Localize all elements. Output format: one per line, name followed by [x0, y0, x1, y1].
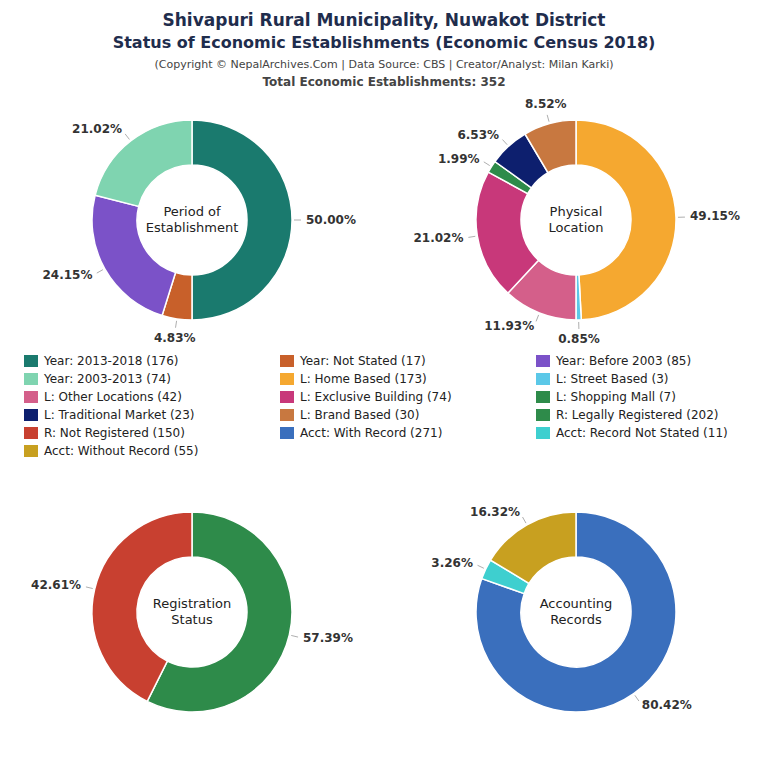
background [0, 0, 768, 768]
donut-chart: Period ofEstablishment 50.00% 4.83% 24.15% 2… [42, 120, 356, 345]
center-label: Period ofEstablishment [146, 204, 239, 235]
legend-label: L: Exclusive Building (74) [300, 390, 452, 404]
data-label: 4.83% [154, 331, 196, 345]
data-label: 80.42% [642, 698, 692, 712]
center-label-line: Registration [153, 596, 231, 611]
leader-line [547, 115, 549, 122]
data-label: 16.32% [470, 505, 520, 519]
leader-line [478, 565, 484, 568]
legend-swatch [536, 391, 550, 403]
legend-swatch [280, 355, 294, 367]
legend-swatch [280, 427, 294, 439]
data-label: 11.93% [484, 319, 534, 333]
legend-label: L: Other Locations (42) [44, 390, 182, 404]
legend-swatch [536, 427, 550, 439]
legend-swatch [280, 409, 294, 421]
donut-slice [476, 512, 676, 712]
donut-chart: RegistrationStatus 57.39% 42.61% [31, 512, 353, 712]
legend-label: Acct: Record Not Stated (11) [556, 426, 728, 440]
donut-chart: PhysicalLocation 49.15% 0.85% 11.93% 21.02% 1… [413, 97, 739, 347]
data-label: 24.15% [42, 268, 92, 282]
legend-swatch [24, 409, 38, 421]
data-label: 8.52% [525, 97, 567, 111]
donut-slice [576, 275, 581, 320]
leader-line [97, 270, 103, 273]
center-label-line: Status [171, 612, 213, 627]
data-label: 21.02% [413, 231, 463, 245]
legend-swatch [24, 373, 38, 385]
legend-swatch [24, 355, 38, 367]
leader-line [502, 140, 507, 145]
legend-label: L: Brand Based (30) [300, 408, 419, 422]
legend-label: Acct: With Record (271) [300, 426, 442, 440]
legend-swatch [24, 427, 38, 439]
data-label: 49.15% [690, 209, 740, 223]
leader-line [125, 134, 129, 140]
leader-line [86, 587, 93, 589]
center-label-line: Records [550, 612, 602, 627]
data-label: 0.85% [558, 332, 600, 346]
legend-swatch [280, 391, 294, 403]
legend-swatch [24, 445, 38, 457]
leader-line [294, 220, 301, 221]
title: Status of Economic Establishments (Econo… [113, 33, 656, 52]
center-label-line: Period of [163, 204, 221, 219]
legend-label: R: Legally Registered (202) [556, 408, 718, 422]
data-label: 6.53% [457, 128, 499, 142]
center-label-line: Location [549, 220, 604, 235]
legend-label: Year: 2003-2013 (74) [43, 372, 171, 386]
data-label: 1.99% [438, 152, 480, 166]
data-label: 3.26% [431, 556, 473, 570]
legend: Year: 2013-2018 (176) Year: Not Stated (1… [24, 354, 728, 458]
data-label: 21.02% [72, 122, 122, 136]
legend-label: Year: 2013-2018 (176) [43, 354, 179, 368]
legend-swatch [536, 409, 550, 421]
center-label: PhysicalLocation [549, 204, 604, 235]
leader-line [578, 322, 579, 329]
legend-swatch [536, 355, 550, 367]
title: Shivapuri Rural Municipality, Nuwakot Di… [162, 10, 605, 30]
legend-label: L: Shopping Mall (7) [556, 390, 676, 404]
center-label: RegistrationStatus [153, 596, 231, 627]
legend-label: Acct: Without Record (55) [44, 444, 198, 458]
data-label: 50.00% [306, 213, 356, 227]
leader-line [678, 217, 685, 218]
leader-line [468, 236, 475, 237]
legend-label: R: Not Registered (150) [44, 426, 185, 440]
data-label: 42.61% [31, 578, 81, 592]
subtitle: (Copyright © NepalArchives.Com | Data So… [154, 58, 613, 71]
subtitle: Total Economic Establishments: 352 [263, 75, 506, 89]
leader-line [635, 695, 639, 701]
legend-label: L: Home Based (173) [300, 372, 427, 386]
donut-chart: AccountingRecords 80.42% 3.26% 16.32% [431, 505, 691, 712]
chart-root: Shivapuri Rural Municipality, Nuwakot Di… [0, 0, 768, 768]
legend-label: Year: Not Stated (17) [299, 354, 426, 368]
leader-line [291, 635, 298, 637]
legend-label: L: Street Based (3) [556, 372, 668, 386]
center-label-line: Accounting [540, 596, 613, 611]
leader-line [536, 315, 539, 322]
center-label: AccountingRecords [540, 596, 613, 627]
leader-line [484, 162, 490, 166]
donut-slice [525, 120, 576, 173]
leader-line [176, 321, 177, 328]
legend-swatch [24, 391, 38, 403]
leader-line [523, 517, 526, 523]
center-label-line: Physical [550, 204, 603, 219]
legend-label: L: Traditional Market (23) [44, 408, 195, 422]
center-label-line: Establishment [146, 220, 239, 235]
legend-swatch [280, 373, 294, 385]
legend-swatch [536, 373, 550, 385]
donut-slice [491, 512, 576, 583]
data-label: 57.39% [303, 631, 353, 645]
legend-label: Year: Before 2003 (85) [555, 354, 691, 368]
